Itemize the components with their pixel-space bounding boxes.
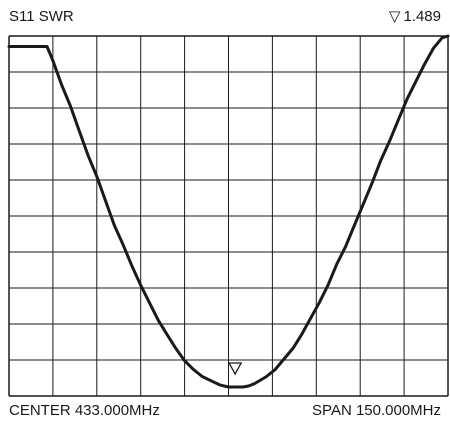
marker-layer [228, 362, 243, 376]
marker-value: 1.489 [403, 8, 441, 25]
swr-plot [7, 34, 450, 397]
trace-label: S11 SWR [9, 8, 74, 25]
center-frequency-label: CENTER 433.000MHz [9, 402, 160, 419]
marker-triangle-icon [228, 362, 243, 376]
marker-triangle-icon: ▽ [388, 8, 401, 25]
plot-grid [8, 35, 449, 397]
swr-trace-line [7, 34, 450, 389]
marker-readout: ▽ 1.489 [389, 8, 441, 26]
trace-layer [7, 34, 450, 389]
span-frequency-label: SPAN 150.000MHz [312, 402, 441, 419]
